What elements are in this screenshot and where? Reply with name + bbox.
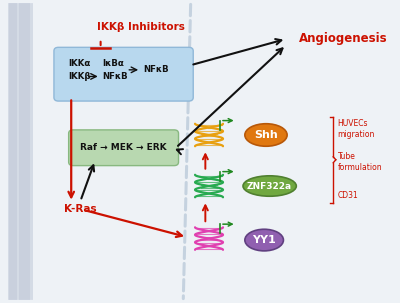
Ellipse shape [245,229,284,251]
Text: YY1: YY1 [252,235,276,245]
FancyBboxPatch shape [69,130,178,166]
Text: Tube
formulation: Tube formulation [338,152,382,172]
Text: HUVECs
migration: HUVECs migration [338,119,375,139]
Text: Raf → MEK → ERK: Raf → MEK → ERK [80,143,167,152]
Text: IKKα: IKKα [69,59,91,68]
Text: K-Ras: K-Ras [64,204,96,214]
Text: NFκB: NFκB [102,72,128,81]
FancyBboxPatch shape [54,47,193,101]
Text: CD31: CD31 [338,191,358,200]
Text: IκBα: IκBα [102,59,124,68]
Text: ZNF322a: ZNF322a [247,181,292,191]
Text: IKKβ Inhibitors: IKKβ Inhibitors [97,22,185,32]
Text: Shh: Shh [254,130,278,140]
Ellipse shape [243,176,296,196]
Text: NFκB: NFκB [143,65,168,74]
Text: Angiogenesis: Angiogenesis [299,32,388,45]
Text: IKKβ: IKKβ [69,72,91,81]
Ellipse shape [245,124,287,146]
